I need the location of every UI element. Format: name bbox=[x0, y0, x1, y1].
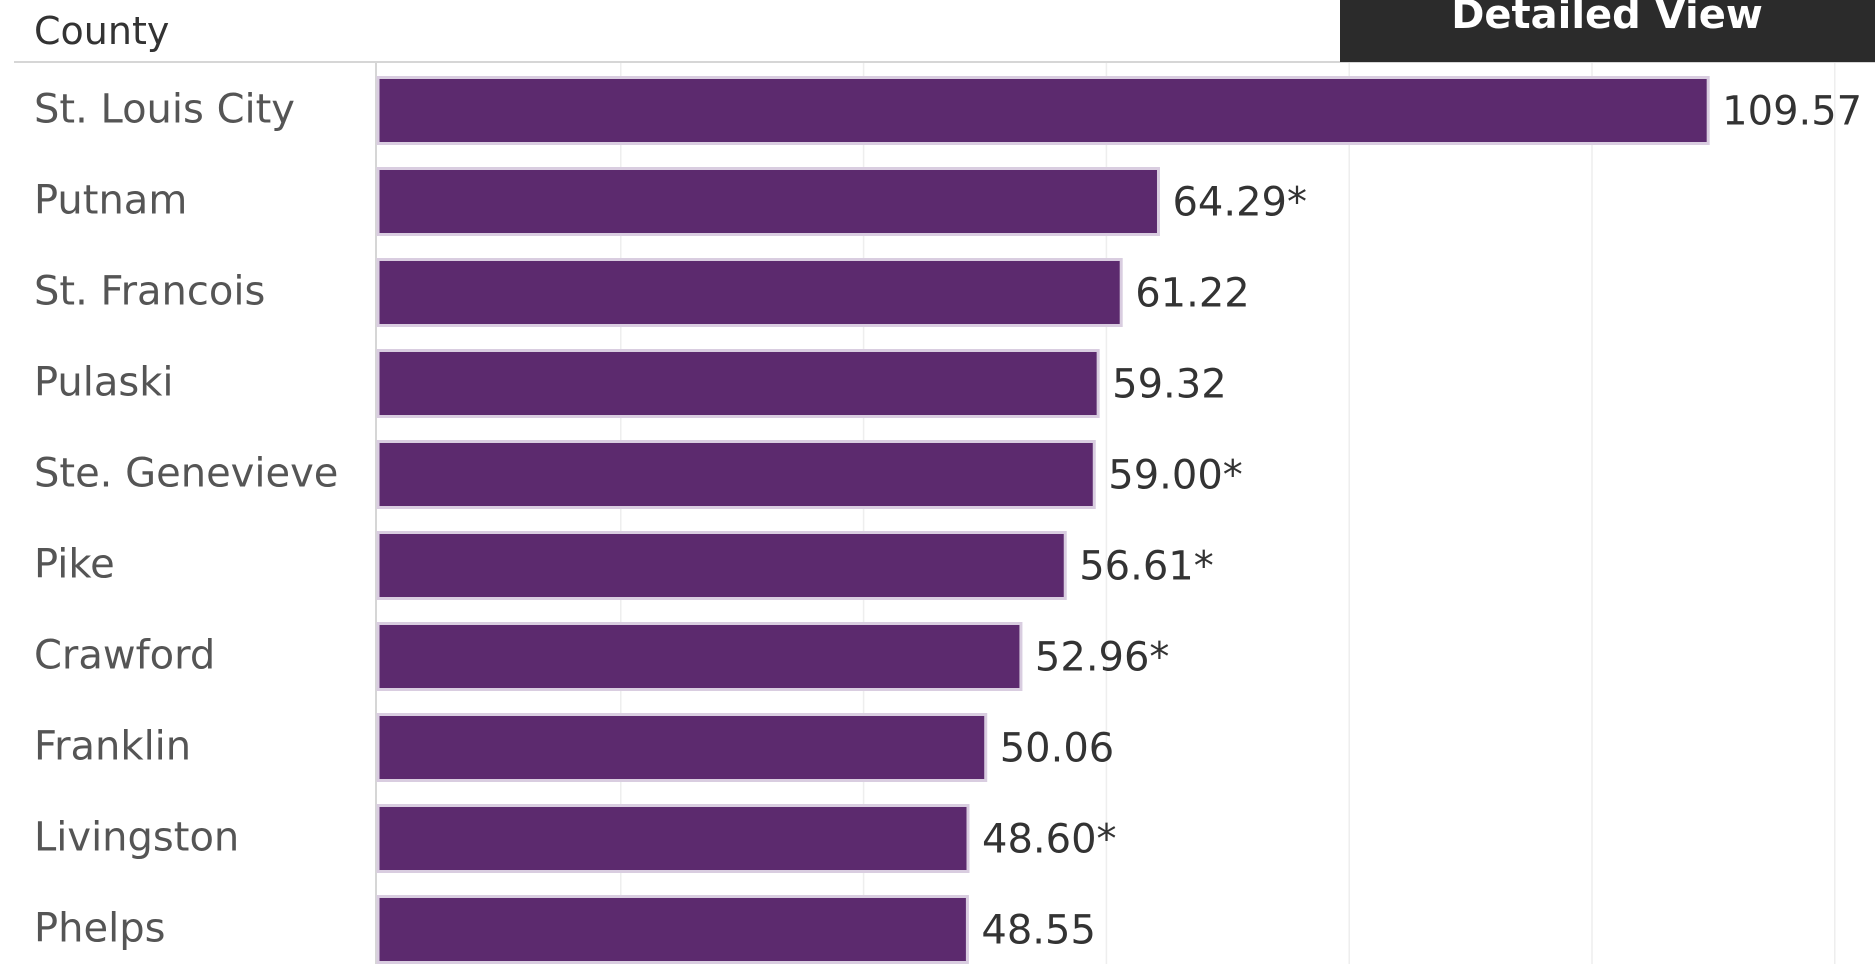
bar-value-label: 59.00* bbox=[1108, 453, 1243, 499]
bar[interactable] bbox=[376, 258, 1123, 327]
county-label: Pulaski bbox=[34, 360, 174, 406]
county-label: Franklin bbox=[34, 724, 191, 770]
bar-value-label: 59.32 bbox=[1112, 362, 1227, 408]
bar-value-label: 109.57 bbox=[1722, 89, 1862, 135]
county-label: Pike bbox=[34, 542, 115, 588]
county-label: Crawford bbox=[34, 633, 215, 679]
bar[interactable] bbox=[376, 76, 1710, 145]
bar-value-label: 48.55 bbox=[981, 908, 1096, 954]
bar-value-label: 50.06 bbox=[1000, 726, 1115, 772]
bar[interactable] bbox=[376, 440, 1096, 509]
county-label: Livingston bbox=[34, 815, 239, 861]
bar[interactable] bbox=[376, 713, 988, 782]
detailed-view-button[interactable]: Detailed View bbox=[1340, 0, 1875, 62]
bar[interactable] bbox=[376, 804, 970, 873]
bar[interactable] bbox=[376, 895, 969, 964]
bar[interactable] bbox=[376, 167, 1160, 236]
bar-value-label: 56.61* bbox=[1079, 544, 1214, 590]
bar-value-label: 61.22 bbox=[1135, 271, 1250, 317]
bar[interactable] bbox=[376, 531, 1067, 600]
county-label: St. Francois bbox=[34, 269, 265, 315]
county-label: Phelps bbox=[34, 906, 165, 952]
county-label: Ste. Genevieve bbox=[34, 451, 338, 497]
bar-value-label: 64.29* bbox=[1172, 180, 1307, 226]
bar[interactable] bbox=[376, 349, 1100, 418]
county-label: St. Louis City bbox=[34, 87, 295, 133]
bar-value-label: 52.96* bbox=[1035, 635, 1170, 681]
county-label: Putnam bbox=[34, 178, 187, 224]
bar-value-label: 48.60* bbox=[982, 817, 1117, 863]
bars bbox=[376, 76, 1710, 964]
detailed-view-label: Detailed View bbox=[1451, 0, 1763, 38]
county-column-header: County bbox=[34, 9, 169, 53]
bar[interactable] bbox=[376, 622, 1023, 691]
